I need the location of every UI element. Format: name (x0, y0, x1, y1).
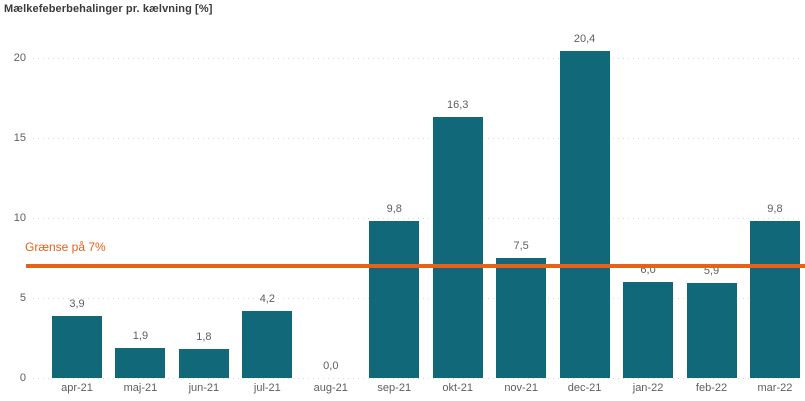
y-axis-tick-label: 5 (19, 291, 26, 304)
gridline-20 (33, 57, 801, 59)
value-label-mar-22: 9,8 (767, 203, 783, 215)
y-axis-tick-label: 15 (13, 131, 26, 144)
x-axis-label-okt-21: okt-21 (442, 382, 473, 394)
value-label-maj-21: 1,9 (132, 329, 149, 342)
value-label-feb-22: 5,9 (703, 265, 720, 278)
bar-feb-22[interactable] (686, 283, 737, 378)
x-axis-label-maj-21: maj-21 (123, 382, 158, 394)
y-axis-tick-label: 10 (13, 211, 26, 224)
chart-title: Mælkefeberbehalinger pr. kælvning [%] (4, 3, 213, 15)
bar-maj-21[interactable] (115, 347, 166, 378)
x-axis-label-sep-21: sep-21 (377, 382, 412, 394)
bar-apr-21[interactable] (52, 315, 102, 378)
bar-sep-21[interactable] (369, 221, 420, 378)
x-axis-label-dec-21: dec-21 (567, 382, 602, 394)
value-label-apr-21: 3,9 (69, 297, 85, 310)
value-label-dec-21: 20,4 (573, 33, 596, 46)
x-axis-label-aug-21: aug-21 (313, 382, 348, 394)
bar-okt-21[interactable] (432, 116, 483, 378)
y-axis-tick-label: 0 (19, 372, 26, 384)
bar-jul-21[interactable] (242, 310, 293, 378)
threshold-line (26, 263, 805, 268)
value-label-jul-21: 4,2 (259, 292, 275, 305)
bar-jan-22[interactable] (623, 281, 674, 378)
bar-mar-22[interactable] (749, 221, 800, 378)
x-axis-label-jul-21: jul-21 (253, 382, 281, 394)
value-label-okt-21: 16,3 (446, 98, 469, 111)
gridline-0 (33, 378, 801, 379)
y-axis-tick-label: 20 (13, 51, 26, 64)
x-axis-label-jan-22: jan-22 (632, 382, 664, 394)
value-label-nov-21: 7,5 (513, 239, 529, 252)
value-label-aug-21: 0,0 (323, 360, 339, 372)
x-axis-label-mar-22: mar-22 (757, 382, 793, 394)
x-axis-label-feb-22: feb-22 (695, 382, 728, 394)
x-axis-label-apr-21: apr-21 (61, 382, 93, 394)
gridline-10 (33, 217, 801, 219)
threshold-label: Grænse på 7% (25, 239, 106, 254)
x-axis-label-nov-21: nov-21 (504, 382, 538, 394)
bar-nov-21[interactable] (496, 257, 547, 378)
value-label-jun-21: 1,8 (196, 331, 212, 344)
x-axis-label-jun-21: jun-21 (188, 382, 220, 394)
bar-dec-21[interactable] (559, 51, 610, 378)
bar-jun-21[interactable] (178, 349, 229, 378)
gridline-15 (33, 137, 801, 139)
value-label-sep-21: 9,8 (386, 203, 402, 215)
